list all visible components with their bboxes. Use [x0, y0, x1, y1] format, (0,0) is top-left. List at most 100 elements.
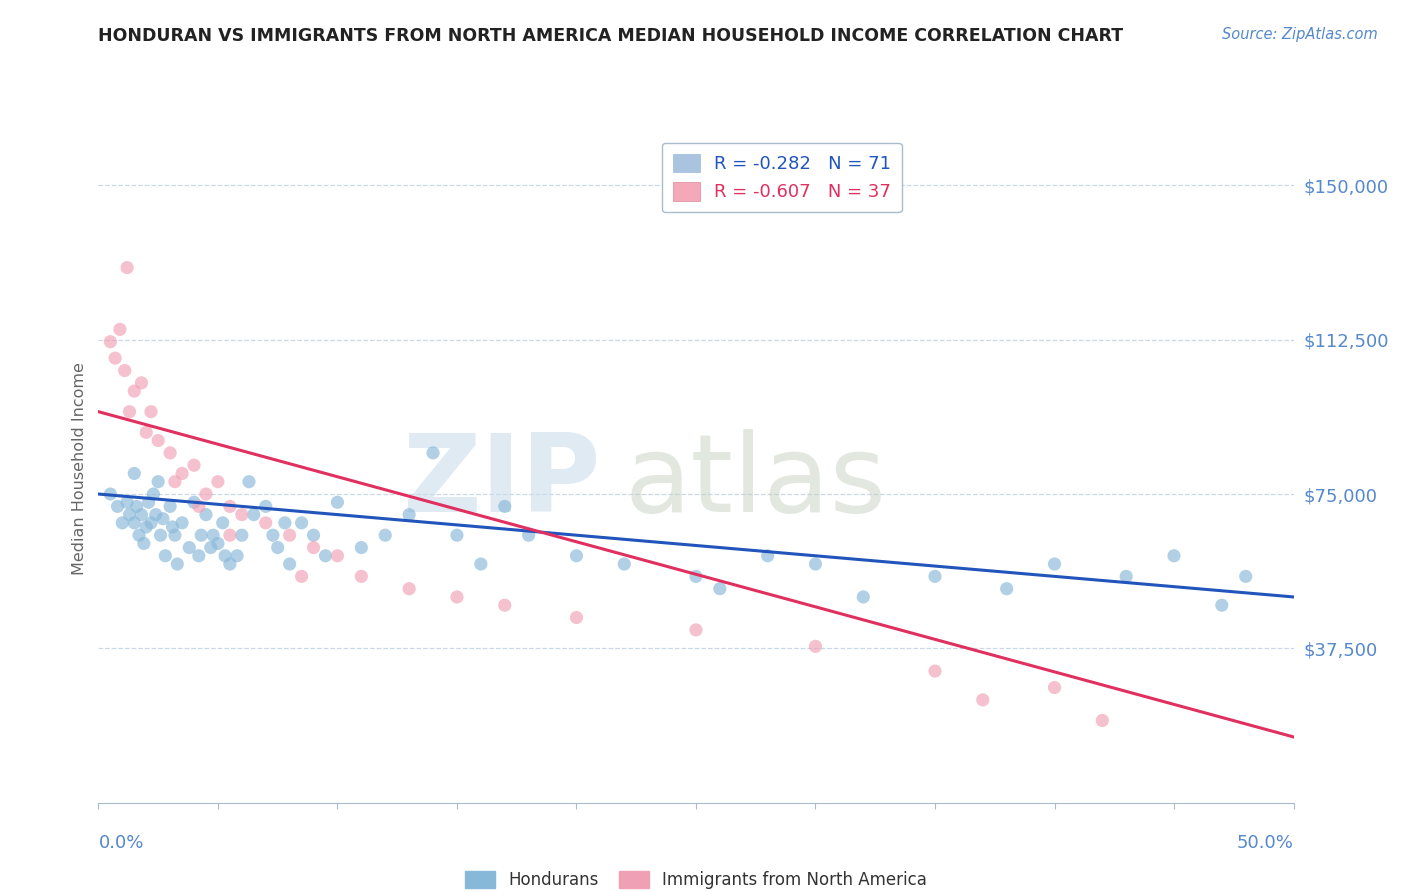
Point — [108, 322, 131, 336]
Point — [1211, 598, 1233, 612]
Point — [107, 500, 129, 514]
Point — [226, 549, 249, 563]
Point — [139, 516, 162, 530]
Point — [350, 541, 373, 555]
Point — [118, 405, 141, 419]
Point — [278, 557, 301, 571]
Point — [446, 528, 468, 542]
Point — [179, 541, 201, 555]
Point — [183, 458, 205, 473]
Text: 0.0%: 0.0% — [98, 834, 143, 852]
Point — [214, 549, 236, 563]
Point — [139, 405, 162, 419]
Point — [163, 475, 186, 489]
Point — [219, 528, 242, 542]
Point — [155, 549, 177, 563]
Point — [98, 334, 122, 349]
Point — [148, 475, 170, 489]
Point — [163, 528, 186, 542]
Point — [131, 508, 153, 522]
Point — [290, 569, 312, 583]
Point — [194, 508, 217, 522]
Point — [1234, 569, 1257, 583]
Point — [565, 549, 588, 563]
Point — [302, 541, 325, 555]
Point — [138, 495, 160, 509]
Point — [187, 549, 209, 563]
Point — [804, 640, 827, 654]
Point — [924, 664, 946, 678]
Text: Source: ZipAtlas.com: Source: ZipAtlas.com — [1222, 27, 1378, 42]
Point — [202, 528, 225, 542]
Point — [326, 549, 349, 563]
Point — [685, 569, 707, 583]
Point — [211, 516, 233, 530]
Text: atlas: atlas — [624, 429, 886, 534]
Text: HONDURAN VS IMMIGRANTS FROM NORTH AMERICA MEDIAN HOUSEHOLD INCOME CORRELATION CH: HONDURAN VS IMMIGRANTS FROM NORTH AMERIC… — [98, 27, 1123, 45]
Point — [398, 582, 420, 596]
Point — [104, 351, 127, 366]
Point — [219, 500, 242, 514]
Point — [98, 487, 122, 501]
Point — [565, 610, 588, 624]
Point — [1091, 714, 1114, 728]
Point — [162, 520, 184, 534]
Legend: Hondurans, Immigrants from North America: Hondurans, Immigrants from North America — [458, 864, 934, 892]
Text: 50.0%: 50.0% — [1237, 834, 1294, 852]
Point — [398, 508, 420, 522]
Point — [132, 536, 155, 550]
Point — [302, 528, 325, 542]
Point — [145, 508, 167, 522]
Point — [142, 487, 165, 501]
Point — [1043, 557, 1066, 571]
Point — [131, 376, 153, 390]
Point — [374, 528, 396, 542]
Point — [494, 598, 516, 612]
Point — [804, 557, 827, 571]
Point — [274, 516, 297, 530]
Point — [1115, 569, 1137, 583]
Point — [187, 500, 209, 514]
Point — [267, 541, 290, 555]
Point — [190, 528, 212, 542]
Point — [254, 516, 277, 530]
Point — [124, 384, 146, 398]
Point — [613, 557, 636, 571]
Point — [326, 495, 349, 509]
Point — [207, 475, 229, 489]
Point — [194, 487, 217, 501]
Point — [231, 528, 253, 542]
Point — [128, 528, 150, 542]
Point — [290, 516, 312, 530]
Point — [115, 495, 138, 509]
Point — [278, 528, 301, 542]
Point — [148, 434, 170, 448]
Point — [149, 528, 172, 542]
Point — [124, 467, 146, 481]
Point — [172, 467, 194, 481]
Y-axis label: Median Household Income: Median Household Income — [72, 362, 87, 574]
Point — [114, 363, 136, 377]
Point — [517, 528, 540, 542]
Point — [125, 500, 148, 514]
Point — [152, 512, 174, 526]
Point — [254, 500, 277, 514]
Point — [219, 557, 242, 571]
Point — [159, 500, 181, 514]
Point — [315, 549, 337, 563]
Point — [231, 508, 253, 522]
Text: ZIP: ZIP — [402, 429, 600, 534]
Point — [200, 541, 222, 555]
Point — [350, 569, 373, 583]
Point — [159, 446, 181, 460]
Point — [115, 260, 138, 275]
Point — [207, 536, 229, 550]
Point — [135, 520, 157, 534]
Point — [422, 446, 444, 460]
Point — [111, 516, 134, 530]
Point — [995, 582, 1018, 596]
Point — [242, 508, 264, 522]
Point — [172, 516, 194, 530]
Point — [262, 528, 284, 542]
Point — [118, 508, 141, 522]
